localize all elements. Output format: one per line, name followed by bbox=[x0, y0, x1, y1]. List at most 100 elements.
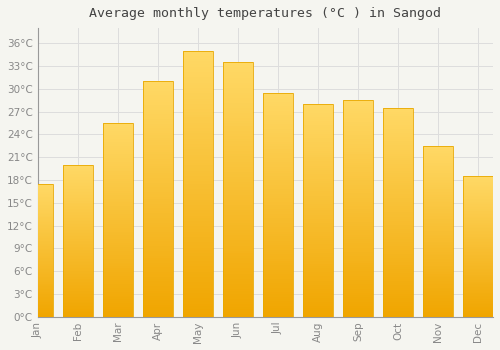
Bar bbox=[223, 296, 253, 299]
Bar bbox=[303, 232, 333, 234]
Bar bbox=[263, 203, 293, 205]
Bar bbox=[22, 295, 52, 297]
Title: Average monthly temperatures (°C ) in Sangod: Average monthly temperatures (°C ) in Sa… bbox=[90, 7, 442, 20]
Bar bbox=[383, 158, 413, 160]
Bar bbox=[343, 239, 373, 241]
Bar bbox=[143, 267, 173, 270]
Bar bbox=[263, 128, 293, 131]
Bar bbox=[463, 286, 493, 287]
Bar bbox=[383, 204, 413, 206]
Bar bbox=[62, 177, 92, 178]
Bar bbox=[383, 110, 413, 112]
Bar bbox=[423, 293, 453, 295]
Bar bbox=[383, 286, 413, 288]
Bar bbox=[22, 218, 52, 220]
Bar bbox=[263, 306, 293, 308]
Bar bbox=[62, 293, 92, 294]
Bar bbox=[22, 200, 52, 201]
Bar bbox=[383, 194, 413, 196]
Bar bbox=[303, 108, 333, 111]
Bar bbox=[263, 102, 293, 104]
Bar bbox=[223, 220, 253, 223]
Bar bbox=[423, 266, 453, 267]
Bar bbox=[423, 247, 453, 248]
Bar bbox=[102, 169, 133, 172]
Bar bbox=[303, 136, 333, 138]
Bar bbox=[183, 312, 213, 314]
Bar bbox=[143, 305, 173, 307]
Bar bbox=[463, 253, 493, 255]
Bar bbox=[303, 300, 333, 302]
Bar bbox=[383, 269, 413, 271]
Bar bbox=[62, 258, 92, 259]
Bar bbox=[102, 266, 133, 268]
Bar bbox=[263, 122, 293, 124]
Bar bbox=[423, 230, 453, 231]
Bar bbox=[22, 277, 52, 278]
Bar bbox=[143, 103, 173, 105]
Bar bbox=[423, 161, 453, 163]
Bar bbox=[183, 93, 213, 96]
Bar bbox=[303, 304, 333, 306]
Bar bbox=[22, 226, 52, 228]
Bar bbox=[383, 183, 413, 185]
Bar bbox=[383, 108, 413, 317]
Bar bbox=[343, 276, 373, 278]
Bar bbox=[263, 232, 293, 234]
Bar bbox=[423, 197, 453, 199]
Bar bbox=[143, 147, 173, 149]
Bar bbox=[62, 285, 92, 286]
Bar bbox=[62, 304, 92, 306]
Bar bbox=[22, 301, 52, 302]
Bar bbox=[263, 111, 293, 113]
Bar bbox=[143, 110, 173, 112]
Bar bbox=[223, 156, 253, 159]
Bar bbox=[102, 226, 133, 228]
Bar bbox=[463, 276, 493, 278]
Bar bbox=[22, 187, 52, 188]
Bar bbox=[223, 106, 253, 108]
Bar bbox=[22, 310, 52, 312]
Bar bbox=[343, 111, 373, 113]
Bar bbox=[62, 273, 92, 274]
Bar bbox=[263, 167, 293, 169]
Bar bbox=[463, 308, 493, 310]
Bar bbox=[263, 200, 293, 203]
Bar bbox=[303, 200, 333, 202]
Bar bbox=[143, 291, 173, 293]
Bar bbox=[343, 258, 373, 260]
Bar bbox=[223, 144, 253, 146]
Bar bbox=[463, 285, 493, 286]
Bar bbox=[62, 314, 92, 315]
Bar bbox=[143, 256, 173, 258]
Bar bbox=[183, 245, 213, 248]
Bar bbox=[22, 215, 52, 216]
Bar bbox=[303, 161, 333, 163]
Bar bbox=[62, 289, 92, 291]
Bar bbox=[263, 189, 293, 191]
Bar bbox=[22, 212, 52, 213]
Bar bbox=[343, 107, 373, 109]
Bar bbox=[343, 152, 373, 154]
Bar bbox=[62, 230, 92, 232]
Bar bbox=[223, 159, 253, 162]
Bar bbox=[423, 298, 453, 300]
Bar bbox=[463, 241, 493, 242]
Bar bbox=[343, 193, 373, 196]
Bar bbox=[183, 67, 213, 69]
Bar bbox=[423, 264, 453, 266]
Bar bbox=[263, 149, 293, 151]
Bar bbox=[22, 220, 52, 221]
Bar bbox=[383, 281, 413, 284]
Bar bbox=[62, 229, 92, 230]
Bar bbox=[102, 243, 133, 245]
Bar bbox=[102, 185, 133, 187]
Bar bbox=[423, 250, 453, 252]
Bar bbox=[383, 154, 413, 156]
Bar bbox=[183, 162, 213, 165]
Bar bbox=[423, 195, 453, 197]
Bar bbox=[22, 308, 52, 309]
Bar bbox=[423, 209, 453, 211]
Bar bbox=[343, 232, 373, 234]
Bar bbox=[223, 261, 253, 263]
